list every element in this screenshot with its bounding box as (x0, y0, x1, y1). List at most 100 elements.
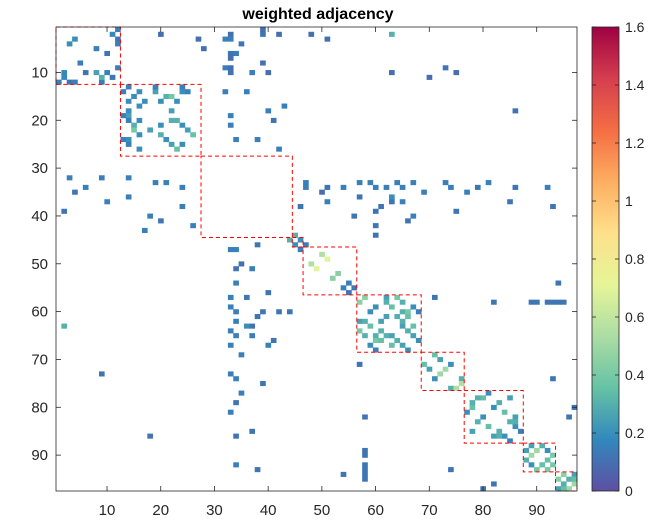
heatmap-cell (507, 438, 513, 444)
heatmap-cell (469, 400, 476, 406)
heatmap-cell (147, 433, 153, 439)
heatmap-cell (362, 467, 368, 473)
heatmap-cell (539, 462, 546, 468)
heatmap-cell (152, 84, 159, 90)
heatmap-cell (184, 89, 191, 95)
heatmap-cell (120, 89, 127, 95)
heatmap-cell (109, 74, 116, 80)
heatmap-cell (249, 333, 256, 339)
heatmap-cell (286, 309, 293, 315)
heatmap-cell (233, 50, 239, 56)
heatmap-cell (233, 433, 239, 439)
colorbar: 0 0.2 0.4 0.6 0.8 1 1.2 1.4 1.6 (591, 19, 645, 499)
heatmap-cell (550, 299, 556, 305)
heatmap-cell (147, 127, 153, 133)
heatmap-cell (464, 189, 470, 195)
heatmap-cell (77, 60, 84, 66)
heatmap-cell (560, 481, 567, 487)
heatmap-cell (72, 189, 78, 195)
heatmap-cell (394, 314, 401, 320)
heatmap-cell (378, 337, 384, 344)
heatmap-cell (136, 89, 143, 95)
heatmap-cell (485, 180, 492, 186)
y-tick-label: 60 (31, 304, 48, 321)
heatmap-cell (158, 218, 164, 224)
heatmap-cell (233, 280, 239, 286)
heatmap-cell (238, 41, 245, 47)
heatmap-cell (550, 376, 556, 382)
heatmap-cell (227, 304, 234, 310)
heatmap-cell (184, 127, 191, 133)
heatmap-cell (421, 189, 427, 195)
heatmap-cell (571, 481, 578, 487)
heatmap-cell (378, 328, 384, 334)
heatmap-cell (528, 299, 535, 305)
heatmap-cell (115, 41, 121, 47)
heatmap-cell (125, 137, 132, 143)
community-box (302, 246, 358, 296)
heatmap-cell (265, 290, 272, 296)
colorbar-tick-label: 1.4 (625, 77, 645, 93)
heatmap-cell (566, 476, 572, 482)
heatmap-cell (195, 36, 202, 42)
heatmap-cell (356, 361, 363, 367)
heatmap-cell (61, 208, 68, 214)
heatmap-cell (356, 328, 363, 334)
heatmap-cell (560, 486, 567, 492)
heatmap-cell (260, 27, 266, 33)
heatmap-cell (496, 428, 503, 434)
community-box (463, 390, 524, 444)
heatmap-cell (410, 213, 417, 219)
heatmap-cell (168, 117, 175, 123)
heatmap-cell (93, 70, 100, 76)
heatmap-cell (501, 409, 508, 415)
heatmap-cell (238, 261, 245, 267)
heatmap-cell (98, 371, 105, 377)
community-box (291, 236, 304, 248)
heatmap-cell (512, 184, 519, 190)
heatmap-cell (233, 400, 239, 406)
colorbar-tick-label: 0.8 (625, 251, 645, 267)
heatmap-cell (394, 337, 401, 344)
heatmap-cell (555, 476, 562, 482)
y-tick-label: 50 (31, 256, 48, 273)
heatmap-cell (399, 299, 406, 305)
heatmap-cell (179, 84, 186, 90)
heatmap-cell (512, 108, 519, 114)
heatmap-cell (346, 290, 352, 296)
heatmap-cell (534, 447, 540, 454)
heatmap-cell (453, 385, 460, 391)
heatmap-cell (56, 79, 62, 85)
heatmap-cell (115, 36, 121, 42)
heatmap-cell (517, 428, 524, 434)
heatmap-cell (163, 180, 170, 186)
heatmap-cell (276, 31, 282, 37)
heatmap-cell (383, 294, 390, 300)
heatmap-cell (351, 285, 358, 291)
heatmap-cell (469, 404, 476, 410)
heatmap-cell (431, 376, 438, 382)
heatmap-cell (120, 137, 127, 143)
heatmap-cell (528, 443, 535, 449)
heatmap-cell (534, 467, 540, 473)
heatmap-cells (56, 27, 578, 492)
heatmap-cell (491, 481, 497, 487)
heatmap-cell (163, 137, 170, 143)
heatmap-cell (550, 462, 556, 468)
plot-area (56, 27, 577, 491)
heatmap-cell (233, 247, 239, 253)
heatmap-cell (260, 60, 266, 66)
heatmap-cell (292, 232, 298, 238)
x-tick-label: 70 (421, 502, 438, 519)
heatmap-cell (136, 132, 143, 138)
heatmap-cell (136, 117, 143, 123)
heatmap-cell (93, 46, 100, 52)
heatmap-cell (356, 318, 363, 324)
community-box (522, 442, 557, 473)
y-tick-label: 80 (31, 399, 48, 416)
heatmap-cell (276, 309, 282, 315)
x-tick-label: 30 (206, 502, 223, 519)
x-tick-label: 10 (99, 502, 116, 519)
heatmap-cell (399, 184, 406, 190)
heatmap-cell (389, 199, 395, 205)
